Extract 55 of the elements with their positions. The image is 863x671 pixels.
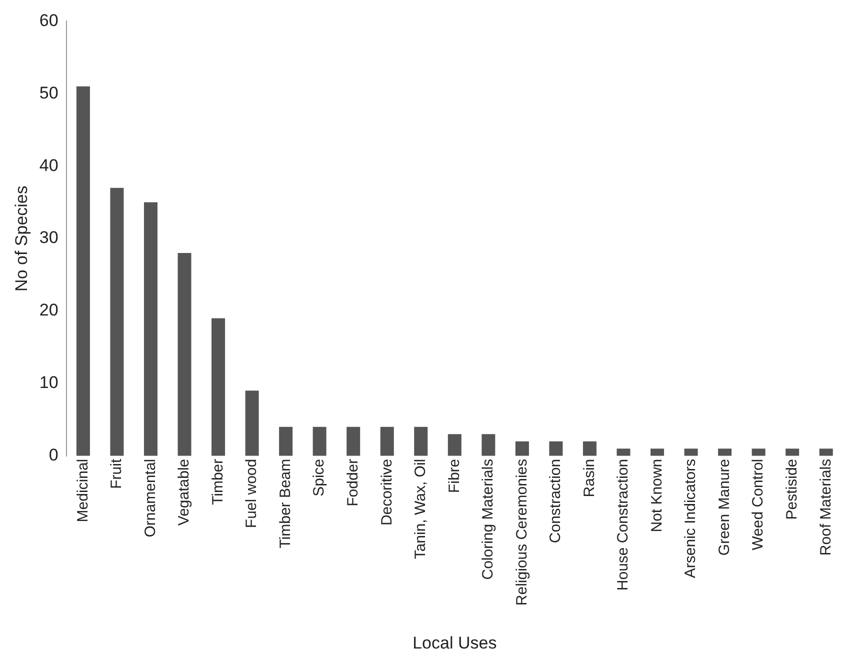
x-tick-label: Fruit xyxy=(108,458,126,489)
bar xyxy=(144,202,158,456)
x-tick-label: Green Manure xyxy=(716,458,733,556)
bar xyxy=(279,426,293,456)
y-tick-label: 30 xyxy=(39,228,58,248)
bar xyxy=(515,441,529,456)
x-tick-label: Fodder xyxy=(344,458,362,506)
bar xyxy=(448,434,462,456)
x-tick-label: Religious Ceremonies xyxy=(513,458,530,606)
y-tick-label: 50 xyxy=(39,83,58,102)
y-tick-label: 60 xyxy=(39,10,58,30)
x-tick-label: Spice xyxy=(310,458,328,496)
x-tick-label: Roof Materials xyxy=(817,458,834,556)
bar xyxy=(718,448,732,456)
bar xyxy=(212,318,226,456)
bar xyxy=(414,426,428,456)
bar xyxy=(312,426,326,456)
x-tick-label: Decoritive xyxy=(378,458,396,526)
x-tick-label: Medicinal xyxy=(74,458,92,522)
bar xyxy=(616,448,630,456)
x-tick-label: House Constraction xyxy=(614,458,632,591)
bar xyxy=(752,448,766,456)
bar xyxy=(380,426,394,456)
bar xyxy=(684,448,698,456)
x-tick-label: Rasin xyxy=(580,458,598,498)
bar xyxy=(549,441,563,456)
x-tick-label: Ornamental xyxy=(142,458,159,538)
x-tick-label: Timber Beam xyxy=(276,458,294,548)
y-tick-label: 0 xyxy=(48,446,58,465)
bar xyxy=(245,390,259,456)
bar xyxy=(650,448,664,456)
bar xyxy=(110,188,124,456)
y-axis-title: No of Species xyxy=(12,186,31,292)
x-tick-label: Coloring Materials xyxy=(480,458,497,580)
bar xyxy=(178,253,192,456)
bar xyxy=(346,426,360,456)
bar xyxy=(819,448,833,456)
x-tick-label: Fibre xyxy=(446,458,463,494)
x-tick-label: Pestiside xyxy=(783,458,800,520)
x-tick-label: Constraction xyxy=(547,458,564,544)
x-tick-label: Fuel wood xyxy=(243,458,260,528)
bar xyxy=(482,434,496,456)
y-tick-label: 40 xyxy=(39,156,58,175)
bar xyxy=(76,86,90,456)
x-axis-title: Local Uses xyxy=(412,633,497,652)
y-tick-label: 20 xyxy=(39,300,58,320)
y-tick-label: 10 xyxy=(39,373,58,392)
x-tick-label: Not Known xyxy=(648,458,666,532)
x-tick-label: Timber xyxy=(209,458,226,505)
x-tick-label: Weed Control xyxy=(750,458,767,550)
x-tick-label: Tanin, Wax, Oil xyxy=(412,458,430,560)
bar xyxy=(582,441,596,456)
bar xyxy=(786,448,800,456)
x-tick-label: Vegatable xyxy=(176,458,193,526)
x-tick-label: Arsenic Indicators xyxy=(682,458,700,578)
